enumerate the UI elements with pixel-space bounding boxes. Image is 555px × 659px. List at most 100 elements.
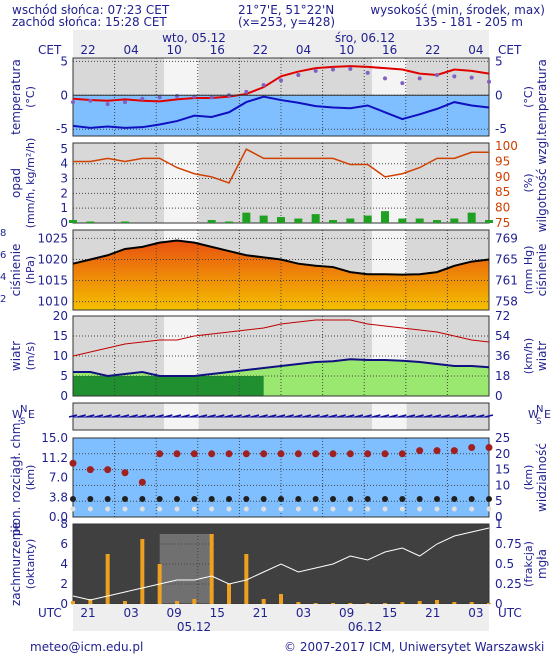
visibility-point [69, 459, 77, 467]
clouds-tick-left: 2 [60, 577, 68, 591]
precip-bar [415, 218, 424, 223]
bottom-hour-tick: 15 [382, 606, 397, 620]
cloud-base-point [312, 496, 319, 502]
compass-s-right: S [536, 417, 542, 427]
pressure-tick-left: 1010 [37, 295, 68, 309]
visibility-point [485, 443, 493, 451]
bottom-date-label: 05.12 [177, 620, 211, 634]
wind-tick-right: 0 [495, 389, 503, 403]
cloud-bar [417, 601, 422, 604]
temp-tick-right: 0 [495, 88, 503, 102]
humidity-tick-right: 85 [495, 185, 510, 199]
cloud-bar [227, 584, 231, 604]
cloud-base-point [468, 496, 475, 502]
cloud-top-point [295, 506, 301, 512]
sunset-text: zachód słońca: 15:28 CET [12, 15, 167, 29]
visibility-point [121, 469, 129, 477]
fog-tick-right: 0.5 [495, 557, 514, 571]
cloud-top-point [139, 506, 145, 512]
compass-e-right: E [544, 408, 551, 421]
cloud-bar [279, 594, 283, 604]
cloud-bar [435, 600, 439, 604]
feels-like-point [296, 72, 301, 77]
precip-bar [363, 215, 372, 223]
cloud-bar [105, 554, 110, 604]
feels-like-point [348, 66, 353, 71]
precip-ylabel-left: opad [9, 168, 23, 198]
vis-tick-left: 15.0 [41, 431, 68, 445]
vis-tick-right: 0 [495, 510, 503, 524]
temp-unit-left: (°C) [24, 86, 37, 108]
wind-tick-left: 0 [60, 389, 68, 403]
cloud-base-point [486, 496, 492, 502]
compass-n-right: N [536, 404, 543, 415]
cloud-base-point [70, 496, 76, 502]
precip-daylight [164, 143, 199, 223]
top-hour-tick: 22 [253, 43, 268, 57]
visibility-point [138, 478, 146, 486]
edge-cut-label: 6 [0, 250, 6, 261]
cloud-bar [175, 601, 179, 604]
wind-tick-left: 20 [53, 309, 68, 323]
top-hour-tick: 04 [123, 43, 138, 57]
pressure-tick-left: 1020 [37, 252, 68, 266]
cloud-bar [88, 599, 93, 604]
precip-bar [450, 218, 459, 223]
precip-ylabel-right: wilgotność wzgl. [535, 134, 549, 233]
cloud-base-point [87, 496, 94, 502]
precip-tick-left: 4 [60, 157, 68, 171]
cloud-base-point [260, 496, 267, 502]
cloud-top-point [278, 506, 284, 512]
cloud-bar [469, 602, 474, 604]
clouds-unit-left: (oktanty) [24, 539, 37, 590]
pressure-tick-left: 1015 [37, 274, 68, 288]
cloud-bar [123, 601, 127, 604]
vis-unit-right: (km) [522, 465, 535, 491]
wind-tick-left: 15 [53, 329, 68, 343]
bottom-hour-tick: 15 [210, 606, 225, 620]
fog-tick-right: 0.75 [495, 537, 522, 551]
pressure-unit-right: (mm Hg) [522, 246, 535, 295]
precip-unit-left: (mm/h, kg/m²/h) [24, 138, 37, 229]
visibility-point [260, 450, 268, 458]
humidity-tick-right: 90 [495, 170, 510, 184]
wind-unit-left: (m/s) [24, 342, 37, 371]
top-hour-tick: 16 [210, 43, 225, 57]
feels-like-point [313, 68, 318, 73]
cloud-bar [348, 603, 353, 604]
wind-tick-right: 18 [495, 369, 510, 383]
feels-like-point [123, 100, 127, 105]
cloud-bar [244, 554, 249, 604]
cloud-base-point [416, 496, 423, 502]
vis-tick-left: 11.2 [41, 451, 68, 465]
cloud-base-point [174, 496, 180, 502]
clouds-ylabel-left: zachmurzenie [9, 522, 23, 606]
coords-text: 21°7'E, 51°22'N [238, 3, 335, 17]
bottom-hour-tick: 09 [339, 606, 354, 620]
cloud-top-point [70, 506, 76, 512]
cloud-base-point [382, 496, 388, 502]
precip-bar [69, 220, 77, 223]
fog-tick-right: 0.25 [495, 577, 522, 591]
visibility-point [312, 450, 320, 458]
precip-bar [86, 221, 95, 223]
wind-ylabel-right: wiatr [535, 341, 549, 371]
temp-tick-right: -5 [495, 122, 507, 136]
compass-w: W [12, 408, 23, 421]
precip-bar [207, 220, 216, 223]
clouds-mid [159, 534, 212, 604]
footer-email[interactable]: meteo@icm.edu.pl [30, 640, 144, 654]
visibility-point [173, 450, 181, 458]
visibility-point [86, 466, 94, 474]
cloud-top-point [226, 506, 232, 512]
pressure-line [72, 239, 490, 276]
visibility-point [346, 450, 354, 458]
feels-like-point [157, 95, 162, 100]
feels-like-point [244, 89, 249, 94]
feels-like-point [261, 83, 266, 88]
cloud-top-point [174, 506, 180, 512]
cloud-bar [261, 599, 266, 604]
vis-tick-left: 0.0 [49, 510, 68, 524]
precip-bar [398, 218, 407, 223]
temp-unit-right: (°C) [522, 86, 535, 108]
